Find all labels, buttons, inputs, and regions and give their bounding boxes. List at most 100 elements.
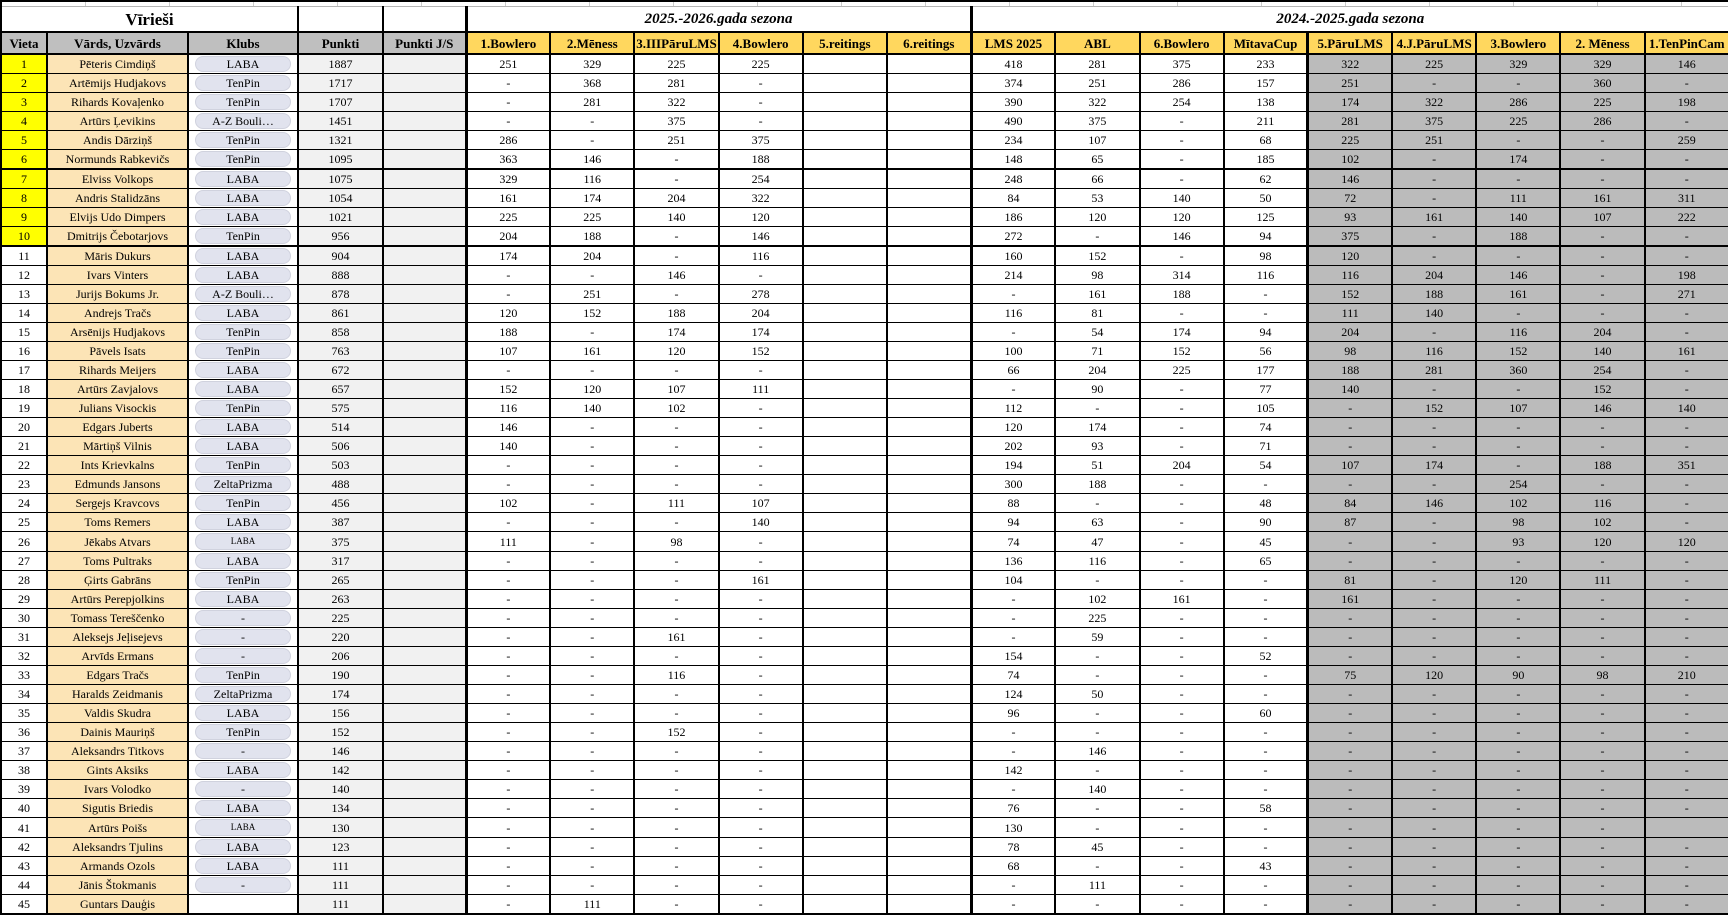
cell-season1: - — [717, 551, 804, 571]
cell-season2: - — [1559, 474, 1646, 494]
club-pill: LABA — [195, 762, 291, 778]
cell-season2: - — [1222, 837, 1309, 857]
cell-season2: 186 — [969, 207, 1057, 227]
cell-season1 — [801, 73, 888, 93]
cell-season2: - — [969, 893, 1057, 915]
cell-season2: 374 — [969, 73, 1057, 93]
cell-punkti: 190 — [297, 665, 384, 685]
cell-season2: - — [1643, 589, 1728, 609]
cell-season2: 54 — [1222, 455, 1309, 475]
cell-punkti-js — [382, 684, 467, 704]
cell-season1: 204 — [717, 303, 804, 323]
cell-season1: 329 — [549, 53, 636, 74]
table-row: 44 Jānis Štokmanis -111- - - - -111- - - - - - - — [0, 875, 1728, 895]
cell-name: Valdis Skudra — [46, 703, 189, 723]
cell-season1: - — [633, 608, 720, 628]
cell-season2: - — [1643, 417, 1728, 437]
cell-season1: - — [717, 111, 804, 131]
cell-season2: - — [1391, 188, 1478, 208]
cell-season2: 188 — [1138, 284, 1225, 304]
cell-season2: - — [1643, 722, 1728, 742]
table-row: 15 Arsēnijs Hudjakovs TenPin 858 188-174 174-… — [0, 322, 1728, 342]
cell-season2: 98 — [1306, 341, 1394, 361]
cell-season2: 68 — [969, 856, 1057, 876]
cell-season2: 98 — [1475, 512, 1562, 532]
cell-season2: - — [1054, 798, 1141, 818]
cell-klubs: LABA — [187, 703, 299, 723]
cell-season2: 204 — [1054, 360, 1141, 380]
cell-vieta: 33 — [0, 665, 48, 685]
cell-season2: 146 — [1559, 398, 1646, 418]
cell-punkti: 111 — [297, 893, 384, 915]
cell-season2: - — [1138, 722, 1225, 742]
cell-season2: 138 — [1222, 92, 1309, 112]
cell-season1: 102 — [633, 398, 720, 418]
cell-season1: - — [633, 856, 720, 876]
table-row: 18 Artūrs Zavjalovs LABA 657 152 120 107 111-90… — [0, 379, 1728, 399]
cell-season1: - — [717, 703, 804, 723]
cell-season2: - — [1559, 436, 1646, 456]
cell-season1 — [801, 168, 888, 189]
table-row: 3 Rihards Kovaļenko TenPin 1707-281 322-390 3… — [0, 92, 1728, 112]
cell-punkti-js — [382, 856, 467, 876]
cell-season2: 74 — [1222, 417, 1309, 437]
cell-season2: - — [1306, 893, 1394, 915]
cell-season2: - — [1138, 779, 1225, 799]
col-header-name: Vārds, Uzvārds — [46, 31, 189, 55]
cell-season1: - — [464, 875, 552, 895]
cell-season2: 71 — [1222, 436, 1309, 456]
cell-punkti-js — [382, 893, 467, 915]
cell-punkti-js — [382, 798, 467, 818]
cell-season1 — [885, 608, 973, 628]
cell-vieta: 23 — [0, 474, 48, 494]
cell-season2: 43 — [1222, 856, 1309, 876]
cell-season2: - — [1559, 265, 1646, 285]
cell-season2: - — [1222, 817, 1309, 838]
club-pill: TenPin — [195, 495, 291, 511]
cell-season1 — [801, 379, 888, 399]
cell-season2: - — [1138, 665, 1225, 685]
cell-klubs: TenPin — [187, 570, 299, 590]
cell-season1: - — [549, 436, 636, 456]
cell-season2: 102 — [1559, 512, 1646, 532]
title-gap-punkti-js — [382, 6, 467, 33]
cell-punkti-js — [382, 627, 467, 647]
cell-season2: 140 — [1306, 379, 1394, 399]
cell-vieta: 39 — [0, 779, 48, 799]
cell-punkti-js — [382, 53, 467, 74]
cell-vieta: 38 — [0, 760, 48, 780]
cell-season2: - — [1559, 284, 1646, 304]
cell-season2: 174 — [1391, 455, 1478, 475]
cell-season2: 140 — [1054, 779, 1141, 799]
cell-season1: 204 — [633, 188, 720, 208]
table-row: 29 Artūrs Perepjolkins LABA 263- - - - -102 161-… — [0, 589, 1728, 609]
cell-punkti-js — [382, 722, 467, 742]
cell-season2: 56 — [1222, 341, 1309, 361]
club-pill: LABA — [195, 190, 291, 206]
cell-season2: - — [1559, 722, 1646, 742]
table-row: 42 Aleksandrs Tjulins LABA 123- - - -78 45- - - - -… — [0, 837, 1728, 857]
cell-season1: - — [464, 551, 552, 571]
cell-season2: - — [1138, 379, 1225, 399]
cell-season2: - — [1391, 798, 1478, 818]
table-row: 33 Edgars Tračs TenPin 190- -116-74- - -75 120 9… — [0, 665, 1728, 685]
cell-season2: 140 — [1475, 207, 1562, 227]
cell-punkti: 1054 — [297, 188, 384, 208]
cell-klubs: LABA — [187, 531, 299, 552]
cell-season1: - — [549, 760, 636, 780]
cell-season2: 188 — [1559, 455, 1646, 475]
cell-season2: 48 — [1222, 493, 1309, 513]
col-header-s2-parulms5: 5.PāruLMS — [1306, 31, 1394, 55]
cell-punkti-js — [382, 665, 467, 685]
cell-season1: - — [549, 875, 636, 895]
cell-season2: 251 — [1054, 73, 1141, 93]
cell-season1: 102 — [464, 493, 552, 513]
cell-season2: - — [1306, 760, 1394, 780]
cell-season2: - — [1391, 646, 1478, 666]
cell-season1: 152 — [549, 303, 636, 323]
cell-season2: - — [1138, 436, 1225, 456]
cell-season1: 368 — [549, 73, 636, 93]
cell-season1 — [801, 207, 888, 227]
cell-season1: 116 — [549, 168, 636, 189]
cell-season2: 225 — [1391, 53, 1478, 74]
